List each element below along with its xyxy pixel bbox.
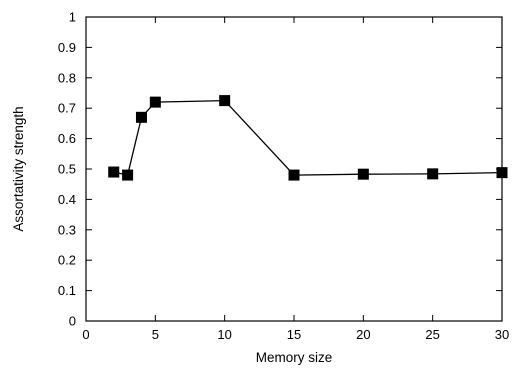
series-line: [113, 99, 503, 176]
x-tick-label: 5: [152, 327, 159, 342]
y-tick-label: 0.2: [58, 253, 76, 268]
y-tick-label: 0.6: [58, 131, 76, 146]
y-tick-label: 0.7: [58, 101, 76, 116]
data-point-marker: [496, 167, 508, 179]
x-tick-label: 0: [82, 327, 89, 342]
y-tick-label: 0: [69, 314, 76, 329]
data-point-marker: [135, 111, 147, 123]
y-tick-label: 0.8: [58, 70, 76, 85]
y-tick-label: 0.9: [58, 40, 76, 55]
y-axis-ticks: 0 0.1 0.2 0.3 0.4 0.5 0.6 0.7 0.8 0.9 1: [58, 10, 502, 329]
x-axis-title: Memory size: [256, 350, 333, 365]
y-tick-label: 1: [69, 10, 76, 25]
y-axis-title: Assortativity strength: [11, 106, 26, 231]
y-tick-label: 0.3: [58, 222, 76, 237]
data-point-marker: [122, 169, 134, 181]
data-point-marker: [357, 168, 369, 180]
y-tick-label: 0.4: [58, 192, 76, 207]
x-tick-label: 30: [495, 327, 509, 342]
x-axis-ticks: 0 5 10 15 20 25 30: [82, 17, 509, 342]
data-point-marker: [288, 169, 300, 181]
data-point-marker: [427, 168, 439, 180]
plot-frame: [85, 16, 503, 322]
x-tick-label: 25: [425, 327, 439, 342]
data-point-marker: [219, 95, 231, 107]
x-tick-label: 10: [217, 327, 231, 342]
x-tick-label: 15: [287, 327, 301, 342]
y-tick-label: 0.5: [58, 162, 76, 177]
x-tick-label: 20: [356, 327, 370, 342]
data-point-marker: [149, 96, 161, 108]
data-series: [108, 95, 508, 181]
data-point-marker: [108, 166, 120, 178]
y-tick-label: 0.1: [58, 283, 76, 298]
